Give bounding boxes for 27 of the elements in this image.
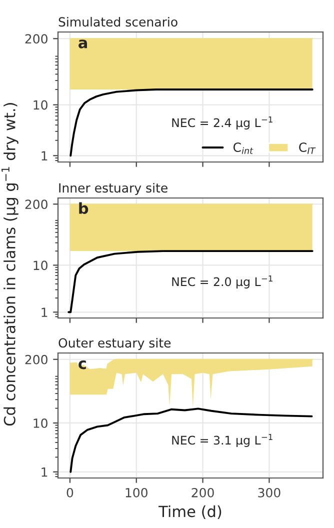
y-tick-label: 10 xyxy=(34,418,48,428)
y-tick-label: 1 xyxy=(42,468,48,477)
legend-label: C$_{int}$ xyxy=(233,142,254,154)
x-tick-label: 100 xyxy=(126,488,148,498)
y-tick-label: 1 xyxy=(42,151,48,160)
annotation: NEC = 2.0 μg L$^{−1}$ xyxy=(172,275,272,288)
annotation: b xyxy=(79,202,88,214)
chart-title: Simulated scenario xyxy=(58,16,178,27)
annotation: NEC = 2.4 μg L$^{−1}$ xyxy=(172,116,272,130)
line-series xyxy=(70,408,313,473)
y-tick-label: 200 xyxy=(25,34,48,44)
chart-title: Outer estuary site xyxy=(58,338,171,350)
legend-label: C$_{IT}$ xyxy=(299,142,316,154)
y-tick-label: 200 xyxy=(25,200,48,210)
x-tick-label: 0 xyxy=(66,488,74,498)
annotation: NEC = 3.1 μg L$^{−1}$ xyxy=(172,434,272,447)
y-tick-label: 200 xyxy=(25,354,48,364)
x-tick-label: 200 xyxy=(192,488,214,498)
annotation: a xyxy=(78,40,87,48)
y-tick-label: 10 xyxy=(34,260,48,270)
y-tick-label: 1 xyxy=(42,308,48,317)
x-axis-title: Time (d) xyxy=(158,505,222,519)
x-tick-label: 300 xyxy=(258,488,280,498)
y-axis-title: Cd concentration in clams (μg g$^{−1}$ dry wt.) xyxy=(2,103,18,426)
chart-title: Inner estuary site xyxy=(59,182,168,196)
line-series xyxy=(68,250,314,314)
y-tick-label: 10 xyxy=(34,100,48,110)
